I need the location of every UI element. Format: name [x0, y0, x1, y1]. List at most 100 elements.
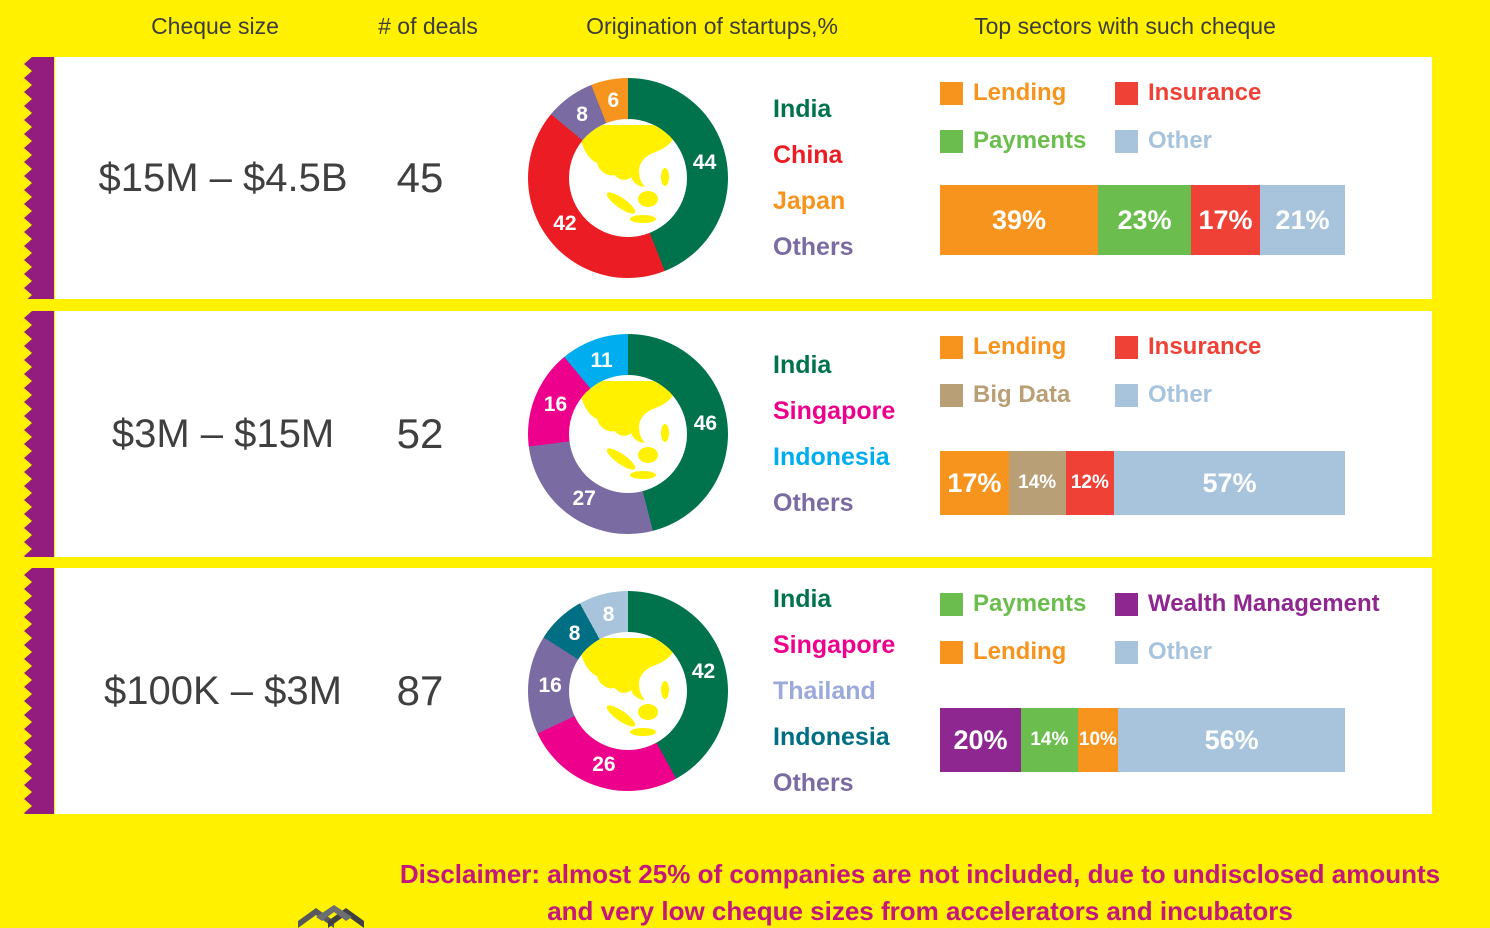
- sector-legend: Payments Wealth Management Lending Other: [940, 590, 1380, 666]
- donut-value: 11: [590, 348, 613, 372]
- legend-swatch: [940, 640, 963, 664]
- legend-label: Lending: [973, 638, 1067, 665]
- legend-item: Payments: [940, 590, 1115, 618]
- row-card: $100K – $3M 87 42 26 16 8 8 India Singapore Th…: [55, 568, 1432, 814]
- legend-label: Lending: [973, 333, 1067, 360]
- cheque-size-label: $3M – $15M: [111, 411, 335, 456]
- country-label: Others: [773, 232, 854, 261]
- legend-label: Other: [1148, 381, 1213, 408]
- donut-value: 8: [568, 622, 581, 646]
- country-label: India: [773, 94, 832, 123]
- donut-value: 42: [553, 211, 577, 235]
- sector-bar-segment: 17%: [1191, 185, 1260, 255]
- donut-value: 16: [538, 674, 562, 698]
- column-header-cheque-size: Cheque size: [151, 13, 279, 39]
- country-label: Japan: [773, 186, 846, 215]
- country-legend: India Singapore Indonesia Others: [773, 311, 895, 557]
- legend-item: Insurance: [1115, 333, 1261, 361]
- decorative-shape: [298, 905, 364, 928]
- sector-bar-segment: 56%: [1118, 708, 1345, 772]
- legend-swatch: [1115, 640, 1138, 664]
- donut-value: 46: [693, 412, 718, 436]
- row-accent-strip: [24, 568, 54, 814]
- legend-label: Insurance: [1148, 79, 1262, 106]
- legend-swatch: [1115, 81, 1138, 105]
- legend-label: Lending: [973, 79, 1067, 106]
- sector-bar-segment: 17%: [940, 451, 1009, 515]
- legend-item: Lending: [940, 333, 1115, 361]
- sector-bar-segment: 20%: [940, 708, 1021, 772]
- country-legend: India China Japan Others: [773, 57, 854, 299]
- sector-bar: 17% 14% 12% 57%: [940, 451, 1345, 515]
- legend-label: Big Data: [973, 381, 1071, 408]
- sector-bar: 39% 23% 17% 21%: [940, 185, 1345, 255]
- legend-swatch: [940, 81, 963, 105]
- country-label: Thailand: [773, 676, 876, 705]
- asia-map: [579, 381, 677, 479]
- donut-value: 16: [543, 393, 568, 417]
- donut-value: 27: [572, 486, 596, 510]
- cheque-size-label: $15M – $4.5B: [98, 155, 348, 200]
- country-label: India: [773, 584, 832, 613]
- sector-legend: Lending Insurance Big Data Other: [940, 333, 1261, 409]
- legend-swatch: [940, 383, 963, 407]
- legend-item: Other: [1115, 127, 1261, 155]
- legend-label: Other: [1148, 638, 1213, 665]
- legend-item: Other: [1115, 381, 1261, 409]
- legend-swatch: [940, 129, 963, 153]
- cheque-size-label: $100K – $3M: [104, 668, 342, 713]
- legend-item: Other: [1115, 638, 1380, 666]
- deal-count: 87: [396, 667, 444, 714]
- legend-label: Payments: [973, 127, 1087, 154]
- column-header-top-sectors: Top sectors with such cheque: [974, 13, 1276, 39]
- country-label: China: [773, 140, 843, 169]
- legend-item: Wealth Management: [1115, 590, 1380, 618]
- donut-value: 8: [602, 603, 615, 627]
- deal-count: 45: [396, 154, 444, 201]
- legend-item: Insurance: [1115, 79, 1261, 107]
- sector-bar-segment: 14%: [1008, 451, 1066, 515]
- legend-item: Big Data: [940, 381, 1115, 409]
- column-header-deals: # of deals: [378, 13, 478, 39]
- row-card: $15M – $4.5B 45 44 42 8 6 India China Japan Ot…: [55, 57, 1432, 299]
- donut-hole: [569, 375, 687, 493]
- sector-bar-segment: 23%: [1097, 185, 1192, 255]
- donut-labels: 46 27 16 11: [528, 334, 728, 534]
- country-label: Indonesia: [773, 442, 890, 471]
- legend-swatch: [1115, 129, 1138, 153]
- donut-labels: 42 26 16 8 8: [528, 591, 728, 791]
- legend-item: Payments: [940, 127, 1115, 155]
- disclaimer-line-1: Disclaimer: almost 25% of companies are …: [399, 859, 1441, 889]
- legend-swatch: [1115, 335, 1138, 359]
- sector-bar-segment: 57%: [1114, 451, 1345, 515]
- donut-value: 44: [692, 151, 717, 175]
- country-label: Indonesia: [773, 722, 890, 751]
- sector-bar-segment: 14%: [1021, 708, 1078, 772]
- sector-bar-segment: 39%: [940, 185, 1098, 255]
- country-label: India: [773, 350, 832, 379]
- donut-value: 26: [592, 753, 616, 777]
- sector-bar-segment: 12%: [1065, 451, 1115, 515]
- donut-hole: [569, 119, 687, 237]
- legend-label: Other: [1148, 127, 1213, 154]
- legend-swatch: [940, 335, 963, 359]
- column-header-origination: Origination of startups,%: [586, 13, 838, 39]
- row-accent-strip: [24, 311, 54, 557]
- sector-legend: Lending Insurance Payments Other: [940, 79, 1261, 155]
- origination-donut: 46 27 16 11: [528, 334, 728, 534]
- legend-swatch: [940, 592, 963, 616]
- legend-item: Lending: [940, 638, 1115, 666]
- sector-bar-segment: 21%: [1259, 185, 1345, 255]
- origination-donut: 42 26 16 8 8: [528, 591, 728, 791]
- donut-labels: 44 42 8 6: [528, 78, 728, 278]
- asia-map: [579, 638, 677, 736]
- country-label: Singapore: [773, 396, 896, 425]
- donut-value: 42: [691, 659, 716, 683]
- sector-bar: 20% 14% 10% 56%: [940, 708, 1345, 772]
- legend-label: Insurance: [1148, 333, 1262, 360]
- country-label: Singapore: [773, 630, 896, 659]
- legend-swatch: [1115, 383, 1138, 407]
- row-card: $3M – $15M 52 46 27 16 11 India Singapore Ind…: [55, 311, 1432, 557]
- row-accent-strip: [24, 57, 54, 299]
